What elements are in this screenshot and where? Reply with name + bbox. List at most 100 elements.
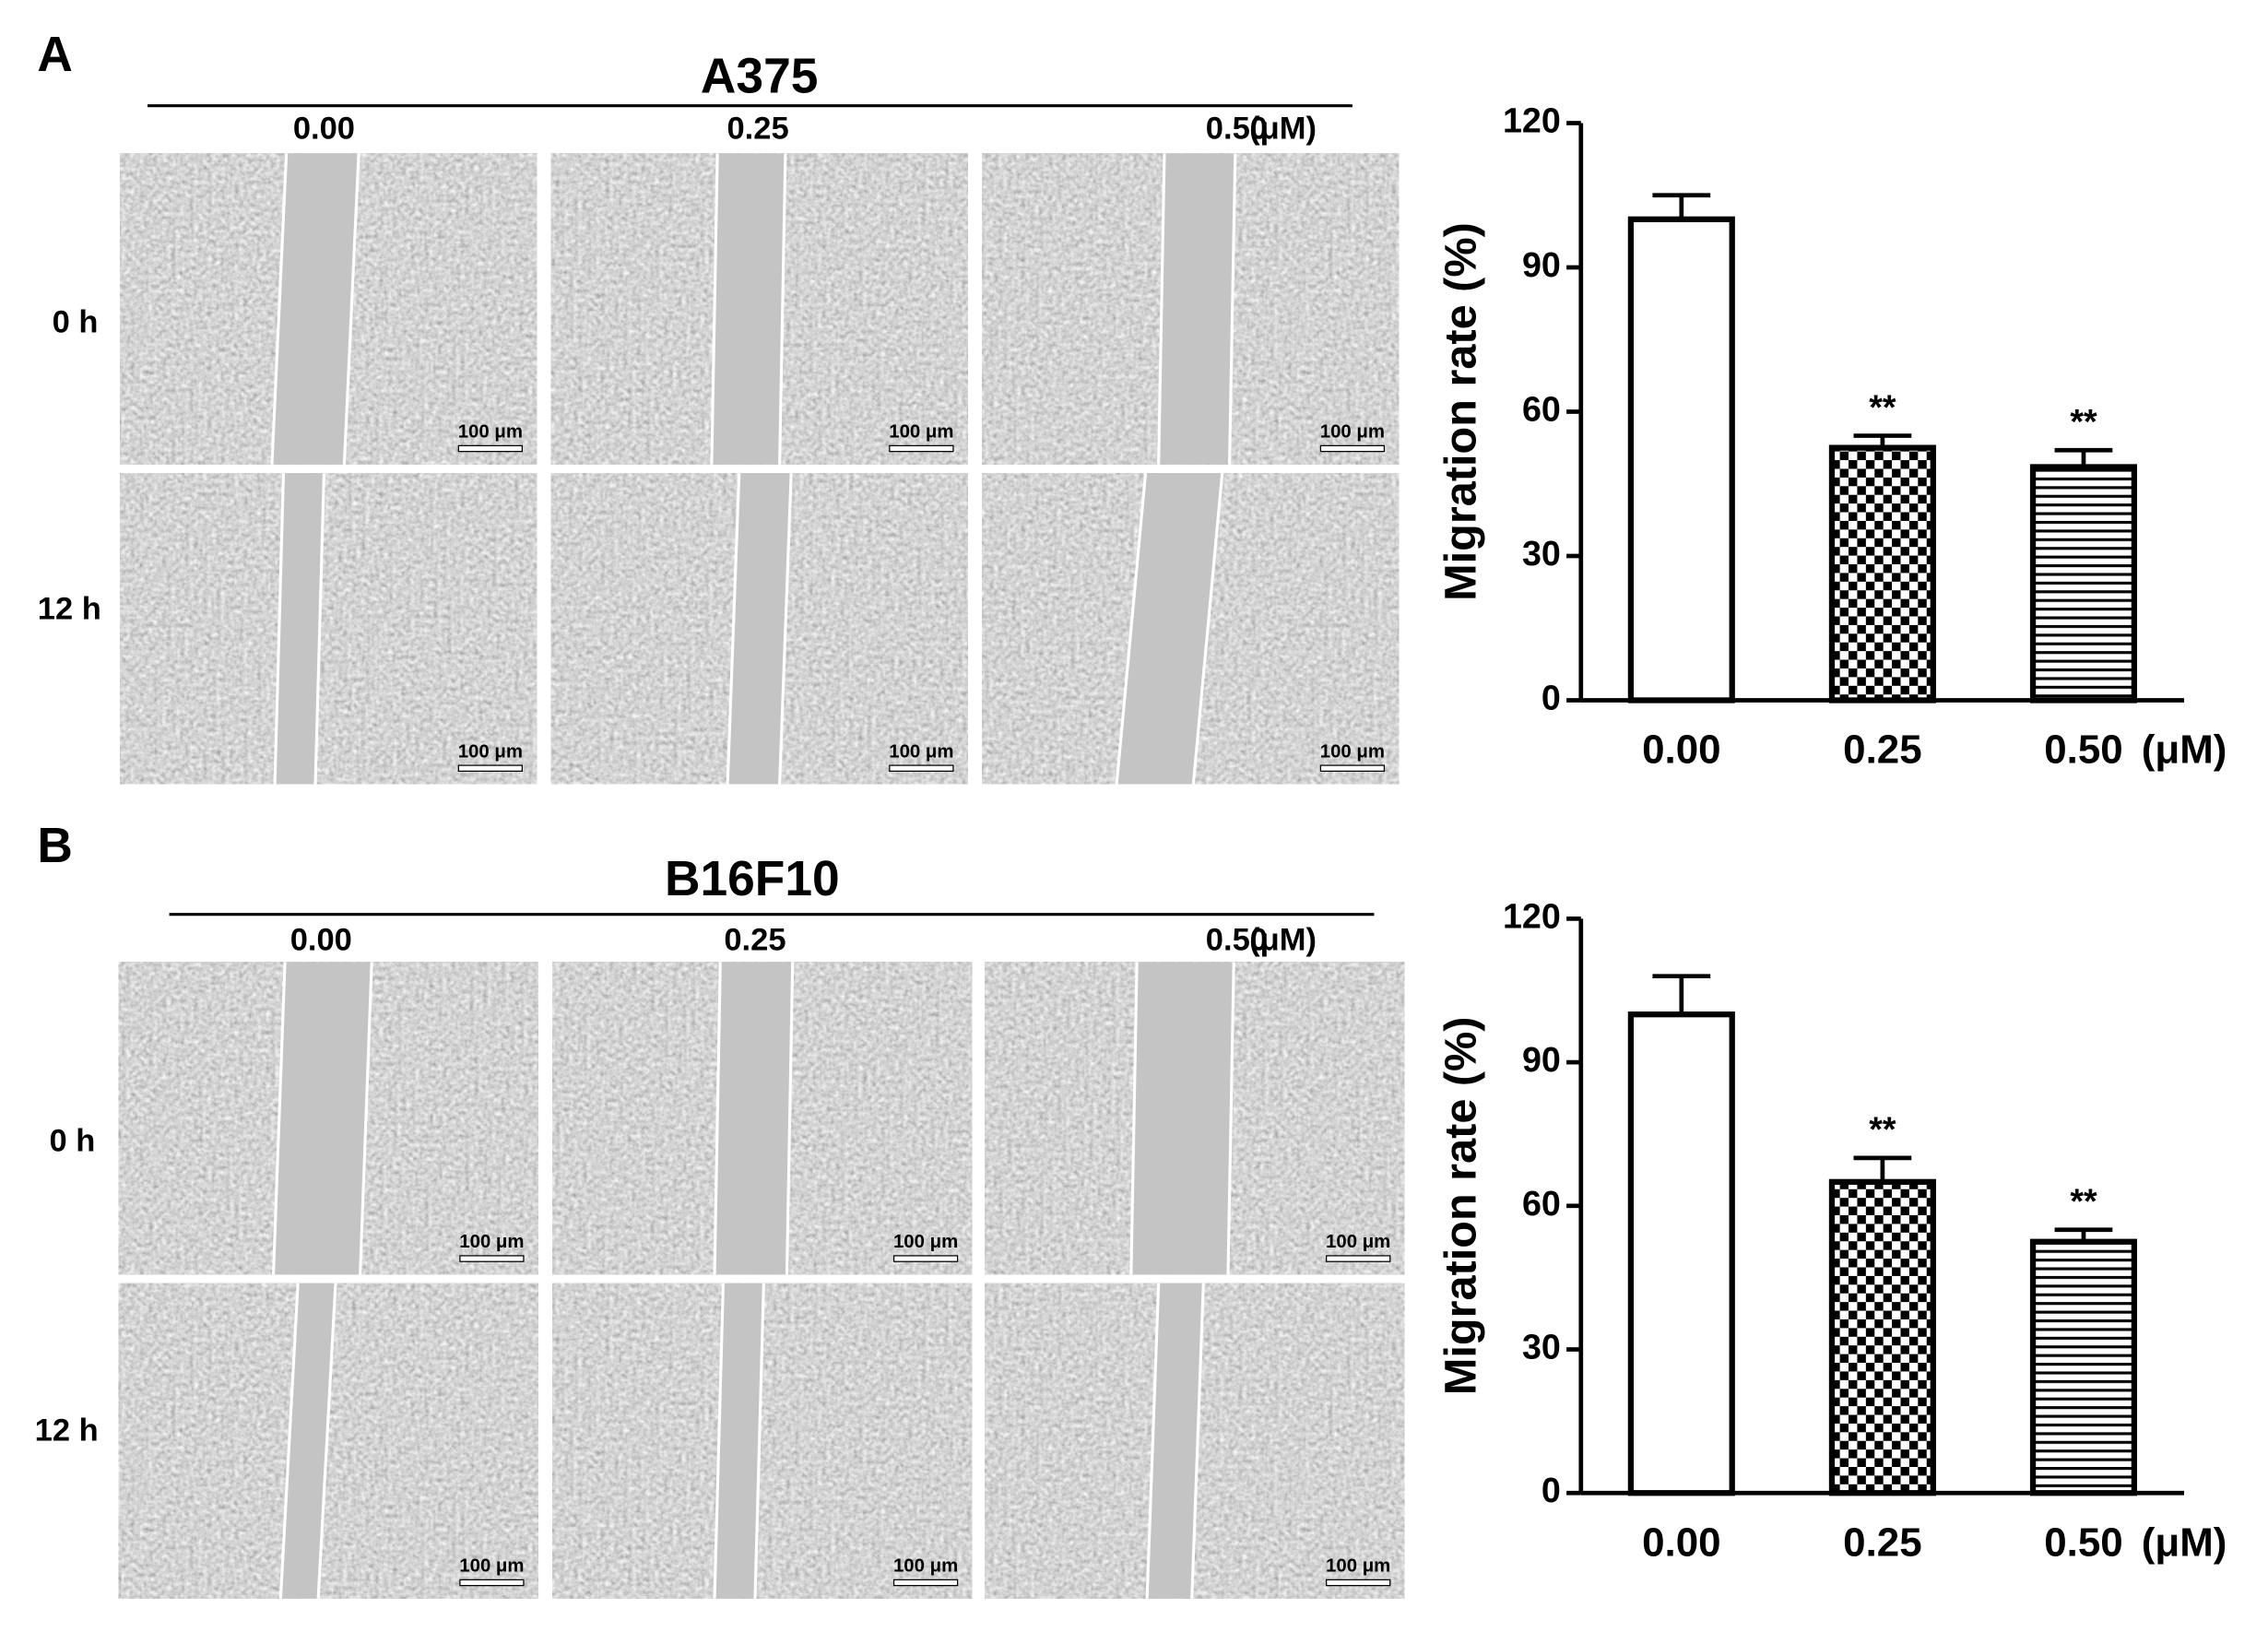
scratch-edge	[710, 153, 719, 465]
micrograph: 100 μm	[118, 1283, 538, 1599]
scale-bar	[889, 444, 954, 453]
y-tick-label: 90	[1522, 1040, 1561, 1079]
y-tick-label: 90	[1522, 245, 1561, 284]
scratch-edge	[270, 153, 289, 465]
bar	[1828, 1178, 1936, 1496]
micrograph: 100 μm	[550, 473, 968, 785]
x-unit-label: (μM)	[2142, 727, 2227, 773]
y-tick-label: 120	[1503, 896, 1561, 935]
dose-label: 0.25	[724, 923, 786, 958]
scratch-edge	[753, 1283, 765, 1599]
scratch-edge	[1227, 153, 1237, 465]
micrograph: 100 μm	[982, 473, 1400, 785]
scratch-edge	[713, 1283, 726, 1599]
scale-bar	[892, 1255, 959, 1262]
dose-label: 0.00	[290, 923, 352, 958]
time-label: 0 h	[50, 1124, 96, 1159]
scratch-gap	[1147, 1283, 1204, 1599]
cell-line-title: B16F10	[665, 852, 840, 906]
scratch-edge	[1226, 962, 1235, 1275]
cell-line-title: A375	[701, 50, 819, 104]
scratch-edge	[726, 473, 741, 785]
scratch-gap	[273, 962, 372, 1275]
scratch-edge	[273, 473, 286, 785]
scale-bar-label: 100 μm	[1326, 1556, 1390, 1577]
micrograph: 100 μm	[982, 153, 1400, 465]
bar	[1828, 444, 1936, 704]
significance-mark: **	[1869, 387, 1896, 426]
bar	[2029, 1238, 2138, 1496]
scratch-edge	[1115, 473, 1148, 785]
scratch-edge	[1145, 1283, 1161, 1599]
y-tick-label: 60	[1522, 389, 1561, 428]
micrograph: 100 μm	[552, 962, 973, 1275]
scratch-gap	[711, 153, 786, 465]
scratch-gap	[271, 153, 360, 465]
scratch-edge	[278, 1283, 300, 1599]
scale-bar	[459, 1255, 525, 1262]
y-axis-label: Migration rate (%)	[1436, 1016, 1486, 1395]
scale-bar-label: 100 μm	[1320, 422, 1385, 443]
scratch-edge	[271, 962, 287, 1275]
scale-bar	[1326, 1579, 1391, 1587]
scratch-edge	[1191, 473, 1224, 785]
scale-bar-label: 100 μm	[458, 422, 523, 443]
dose-label: 0.50	[1206, 111, 1268, 146]
micrograph: 100 μm	[985, 1283, 1405, 1599]
scratch-gap	[727, 473, 792, 785]
x-tick-label: 0.25	[1843, 1520, 1921, 1565]
scale-bar-label: 100 μm	[459, 1232, 524, 1252]
scale-bar	[1326, 1255, 1391, 1262]
scratch-edge	[778, 473, 793, 785]
y-tick-label: 60	[1522, 1184, 1561, 1223]
x-tick-label: 0.00	[1642, 1520, 1720, 1565]
scale-bar-label: 100 μm	[889, 422, 953, 443]
scratch-gap	[1130, 962, 1234, 1275]
significance-mark: **	[2070, 402, 2097, 441]
scratch-gap	[1116, 473, 1223, 785]
scale-bar	[1319, 444, 1386, 453]
scratch-edge	[785, 962, 795, 1275]
micrograph: 100 μm	[120, 473, 537, 785]
bar	[1627, 1011, 1735, 1496]
scale-bar	[892, 1579, 959, 1587]
bar	[2029, 464, 2138, 704]
x-tick-label: 0.50	[2044, 727, 2122, 773]
dose-unit: (μM)	[1249, 111, 1317, 146]
micrograph: 100 μm	[550, 153, 968, 465]
y-tick-label: 120	[1503, 101, 1561, 139]
dose-label: 0.25	[727, 111, 789, 146]
scratch-edge	[1129, 962, 1139, 1275]
scratch-edge	[778, 153, 787, 465]
micrograph: 100 μm	[552, 1283, 973, 1599]
scratch-gap	[1158, 153, 1235, 465]
scratch-edge	[316, 1283, 337, 1599]
significance-mark: **	[2070, 1181, 2097, 1220]
scale-bar-label: 100 μm	[889, 741, 953, 762]
scratch-edge	[342, 153, 360, 465]
y-axis-label: Migration rate (%)	[1436, 222, 1486, 601]
dose-label: 0.50	[1206, 923, 1268, 958]
time-label: 12 h	[38, 591, 101, 626]
scratch-edge	[1157, 153, 1166, 465]
scale-bar	[457, 444, 523, 453]
dose-unit: (μM)	[1249, 923, 1317, 958]
panel-letter: B	[37, 819, 73, 873]
micrograph: 100 μm	[118, 962, 538, 1275]
scale-bar-label: 100 μm	[1320, 741, 1385, 762]
scratch-edge	[313, 473, 325, 785]
time-label: 12 h	[35, 1413, 99, 1448]
significance-mark: **	[1869, 1110, 1896, 1149]
scale-bar	[1319, 764, 1386, 772]
scale-bar	[459, 1579, 525, 1587]
x-tick-label: 0.25	[1843, 727, 1921, 773]
x-unit-label: (μM)	[2142, 1520, 2227, 1565]
panel-letter: A	[37, 28, 73, 82]
micrograph: 100 μm	[985, 962, 1405, 1275]
scratch-edge	[359, 962, 373, 1275]
scale-bar-label: 100 μm	[459, 1556, 524, 1577]
time-label: 0 h	[53, 305, 99, 340]
dose-label: 0.00	[293, 111, 355, 146]
